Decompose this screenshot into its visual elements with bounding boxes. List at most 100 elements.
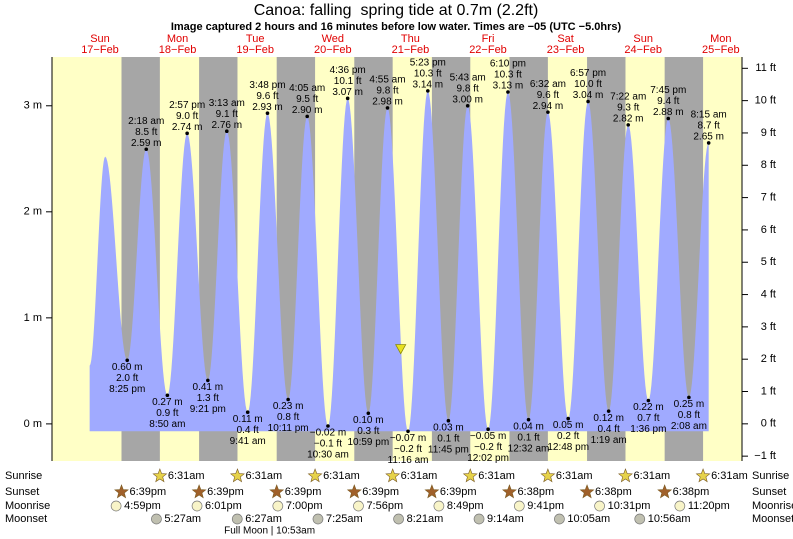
tide-label: 5:43 am xyxy=(450,72,486,83)
sunset-time: 6:38pm xyxy=(517,486,554,498)
y2-tick-label: 11 ft xyxy=(755,62,776,74)
tide-label: 0.8 ft xyxy=(277,412,299,423)
sunrise-time: 6:31am xyxy=(245,470,282,482)
plot: 0.60 m2.0 ft8:25 pm 2:18 am8.5 ft2.59 m 0.… xyxy=(24,57,776,466)
y2-tick-label: 1 ft xyxy=(761,385,776,397)
tide-label: 9.4 ft xyxy=(657,96,679,107)
day-date: 22−Feb xyxy=(469,44,507,56)
tide-point xyxy=(706,141,711,145)
y2-tick-label: 2 ft xyxy=(761,353,776,365)
tide-label: 2:57 pm xyxy=(169,100,205,111)
y2-tick-label: 4 ft xyxy=(761,288,776,300)
now-marker xyxy=(395,344,407,355)
sunrise-time: 6:31am xyxy=(633,470,670,482)
tide-label: 9.8 ft xyxy=(376,86,398,97)
sunset-time: 6:38pm xyxy=(673,486,710,498)
y2-tick-label: 7 ft xyxy=(761,191,776,203)
moonrise-time: 9:41pm xyxy=(527,500,564,512)
sunrise-icon xyxy=(230,468,245,483)
tide-label: 8:25 pm xyxy=(109,384,145,395)
tide-label: 2.74 m xyxy=(172,122,203,133)
tide-label: 7:45 pm xyxy=(650,85,686,96)
day-weekday: Sun xyxy=(90,33,110,45)
tide-point xyxy=(486,427,490,431)
moonset-icon xyxy=(312,513,324,525)
tide-point xyxy=(606,409,611,413)
tide-label: 0.7 ft xyxy=(637,413,659,424)
moonset-time: 10:05am xyxy=(567,513,610,525)
tide-label: 2.88 m xyxy=(653,107,684,118)
row-label: Sunrise xyxy=(752,470,789,482)
tide-label: 0.22 m xyxy=(633,402,664,413)
tide-label: 1:36 pm xyxy=(630,424,666,435)
y2-tick-label: 8 ft xyxy=(761,159,776,171)
y2-tick-label: 10 ft xyxy=(755,95,776,107)
tide-label: 4:05 am xyxy=(289,83,325,94)
tide-label: 0.2 ft xyxy=(557,431,579,442)
day-date: 21−Feb xyxy=(392,44,430,56)
moonrise-time: 4:59pm xyxy=(124,500,161,512)
tide-label: 11:45 pm xyxy=(428,444,469,455)
tide-point xyxy=(206,378,210,383)
tide-label: 2.76 m xyxy=(212,120,243,131)
tide-point xyxy=(265,111,270,115)
row-label: Moonrise xyxy=(5,500,50,512)
sunset-icon xyxy=(269,484,285,499)
moonrise-time: 11:20pm xyxy=(688,500,730,512)
tide-label: 0.11 m xyxy=(233,414,263,425)
y2-tick-label: 3 ft xyxy=(761,321,776,333)
sunset-time: 6:39pm xyxy=(130,486,167,498)
y2-tick-label: 5 ft xyxy=(761,256,776,268)
tide-label: 0.3 ft xyxy=(357,426,379,437)
tide-point xyxy=(144,147,149,152)
tide-label: 1:19 am xyxy=(591,435,627,446)
tide-point xyxy=(345,96,350,101)
tide-label: −0.02 m xyxy=(310,428,346,439)
tide-label: 10.3 ft xyxy=(494,70,522,81)
day-weekday: Fri xyxy=(482,33,495,45)
tide-label: 10.3 ft xyxy=(414,69,442,80)
moonset-icon xyxy=(554,513,565,525)
moonset-time: 10:56am xyxy=(648,513,691,525)
moonrise-time: 6:01pm xyxy=(205,500,242,512)
tide-label: −0.07 m xyxy=(390,433,426,444)
sunset-time: 6:39pm xyxy=(207,486,244,498)
tide-point xyxy=(245,410,250,415)
day-date: 20−Feb xyxy=(314,44,352,56)
tide-point xyxy=(385,106,390,110)
moonrise-icon xyxy=(594,500,605,512)
tide-label: 0.04 m xyxy=(513,421,544,432)
moonrise-icon xyxy=(191,500,203,512)
tide-label: 12:32 am xyxy=(508,443,550,454)
tide-label: 0.27 m xyxy=(152,397,183,408)
moonset-time: 8:21am xyxy=(407,513,444,525)
sunrise-icon xyxy=(152,468,168,483)
tide-point xyxy=(125,358,130,363)
y2-tick-label: −1 ft xyxy=(754,450,776,462)
tide-point xyxy=(646,398,651,403)
tide-label: 2:18 am xyxy=(128,116,164,127)
sunset-icon xyxy=(424,484,440,499)
moonset-icon xyxy=(151,513,162,525)
tide-point xyxy=(185,131,189,136)
day-weekday: Wed xyxy=(322,33,344,45)
y-tick-label: 3 m xyxy=(24,100,42,112)
tide-point xyxy=(326,424,330,428)
tide-label: 0.8 ft xyxy=(678,410,700,421)
sunset-icon xyxy=(657,484,673,499)
sunrise-icon xyxy=(307,468,323,483)
tide-point xyxy=(225,129,229,134)
tide-label: 3.13 m xyxy=(493,81,524,92)
y-tick-label: 0 m xyxy=(24,418,42,430)
tide-label: 2.59 m xyxy=(131,138,162,149)
tide-point xyxy=(406,429,410,434)
moonset-time: 5:27am xyxy=(164,513,201,525)
tide-point xyxy=(465,103,470,108)
moonrise-time: 7:56pm xyxy=(366,500,403,512)
day-weekday: Mon xyxy=(710,33,731,45)
tide-label: 2.93 m xyxy=(252,102,283,113)
row-label: Moonrise xyxy=(752,500,793,512)
tide-label: 8:15 am xyxy=(691,110,727,121)
tide-point xyxy=(586,99,590,104)
tide-label: 9.8 ft xyxy=(457,83,479,94)
